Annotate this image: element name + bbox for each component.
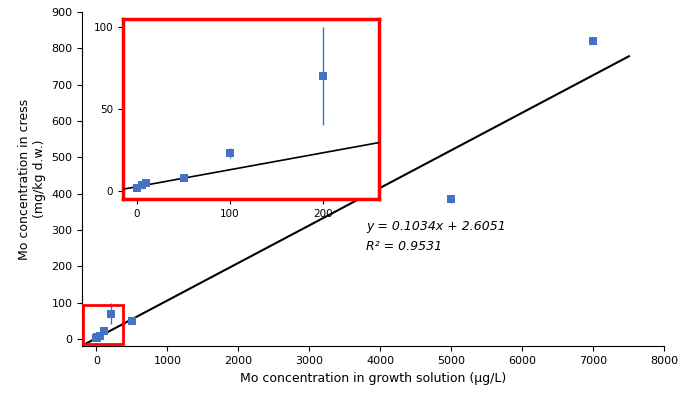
Y-axis label: Mo concentration in cress
(mg/kg d.w.): Mo concentration in cress (mg/kg d.w.)	[18, 99, 46, 259]
Bar	[84, 305, 123, 344]
X-axis label: Mo concentration in growth solution (μg/L): Mo concentration in growth solution (μg/…	[240, 372, 506, 384]
Text: y = 0.1034x + 2.6051: y = 0.1034x + 2.6051	[366, 220, 506, 233]
Text: R² = 0.9531: R² = 0.9531	[366, 240, 443, 253]
